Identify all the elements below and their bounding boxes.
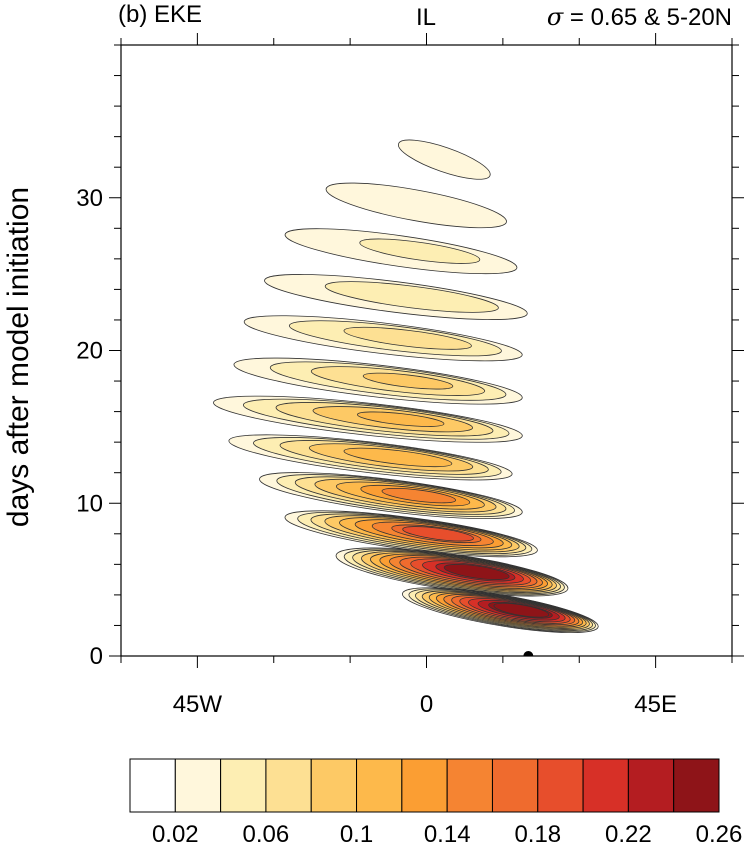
colorbar-swatch — [582, 758, 629, 813]
colorbar-label: 0.18 — [514, 821, 561, 848]
colorbar-swatch — [220, 758, 267, 813]
contour-level-0.1 — [343, 447, 453, 468]
colorbar-swatch — [356, 758, 403, 813]
contour-level-0.14 — [381, 487, 457, 504]
y-tick-label: 30 — [76, 185, 103, 212]
colorbar-label: 0.02 — [152, 821, 199, 848]
contour-level-0.18 — [402, 526, 474, 542]
y-tick-label: 10 — [76, 490, 103, 517]
contour-band-0 — [398, 139, 491, 180]
colorbar-swatch — [129, 758, 176, 813]
colorbar-label: 0.22 — [605, 821, 652, 848]
contour-band-8 — [259, 472, 523, 520]
contour-level-0.1 — [357, 411, 445, 427]
contour-level-0.26 — [493, 602, 550, 618]
axis-tick-labels: 45W 0 45E 0 10 20 30 — [76, 185, 677, 718]
colorbar-label: 0.14 — [424, 821, 471, 848]
colorbar-label: 0.26 — [696, 821, 743, 848]
sigma-symbol: σ — [547, 3, 564, 31]
colorbar-swatch — [174, 758, 222, 813]
plot-frame — [120, 44, 733, 657]
contour-level-0.02 — [325, 182, 507, 229]
colorbar-swatch — [310, 758, 358, 813]
colorbar-swatch — [673, 758, 720, 813]
chart-title-left: (b) EKE — [118, 1, 202, 28]
contour-level-0.04 — [324, 281, 499, 313]
title-right-text: = 0.65 & 5-20N — [563, 4, 732, 31]
colorbar-swatch — [627, 758, 675, 813]
contour-band-6 — [213, 395, 523, 443]
contour-band-2 — [284, 228, 518, 275]
contour-level-0.04 — [359, 238, 481, 264]
contour-band-5 — [233, 357, 523, 405]
contour-level-0.08 — [362, 372, 454, 390]
colorbar-label: 0.06 — [243, 821, 290, 848]
y-tick-label: 0 — [90, 643, 103, 670]
y-tick-label: 20 — [76, 338, 103, 365]
contour-band-4 — [243, 315, 523, 362]
colorbar: 0.02 0.06 0.1 0.14 0.18 0.22 0.26 — [129, 758, 743, 848]
chart-title-center: IL — [416, 4, 436, 31]
colorbar-swatch — [537, 758, 584, 813]
colorbar-swatch — [446, 758, 493, 813]
contour-field — [213, 139, 599, 656]
marker-0 — [523, 651, 534, 656]
colorbar-swatch — [265, 758, 312, 813]
contour-band-11 — [401, 587, 599, 634]
x-tick-label: 0 — [420, 691, 433, 718]
contour-band-9 — [284, 510, 538, 558]
contour-level-0.02 — [398, 139, 491, 180]
chart-title-right: σ = 0.65 & 5-20N — [547, 3, 732, 31]
contour-band-3 — [264, 274, 528, 320]
contour-band-7 — [228, 434, 513, 481]
colorbar-swatch — [491, 758, 539, 813]
y-axis-label: days after model initiation — [2, 187, 35, 527]
contour-band-1 — [325, 182, 507, 229]
x-tick-label: 45W — [173, 691, 223, 718]
x-tick-label: 45E — [634, 691, 677, 718]
contour-band-10 — [335, 547, 569, 597]
contour-level-0.24 — [443, 563, 510, 581]
colorbar-label: 0.1 — [340, 821, 373, 848]
contour-level-0.06 — [343, 326, 472, 350]
colorbar-swatch — [401, 758, 448, 813]
axis-ticks — [109, 33, 744, 668]
